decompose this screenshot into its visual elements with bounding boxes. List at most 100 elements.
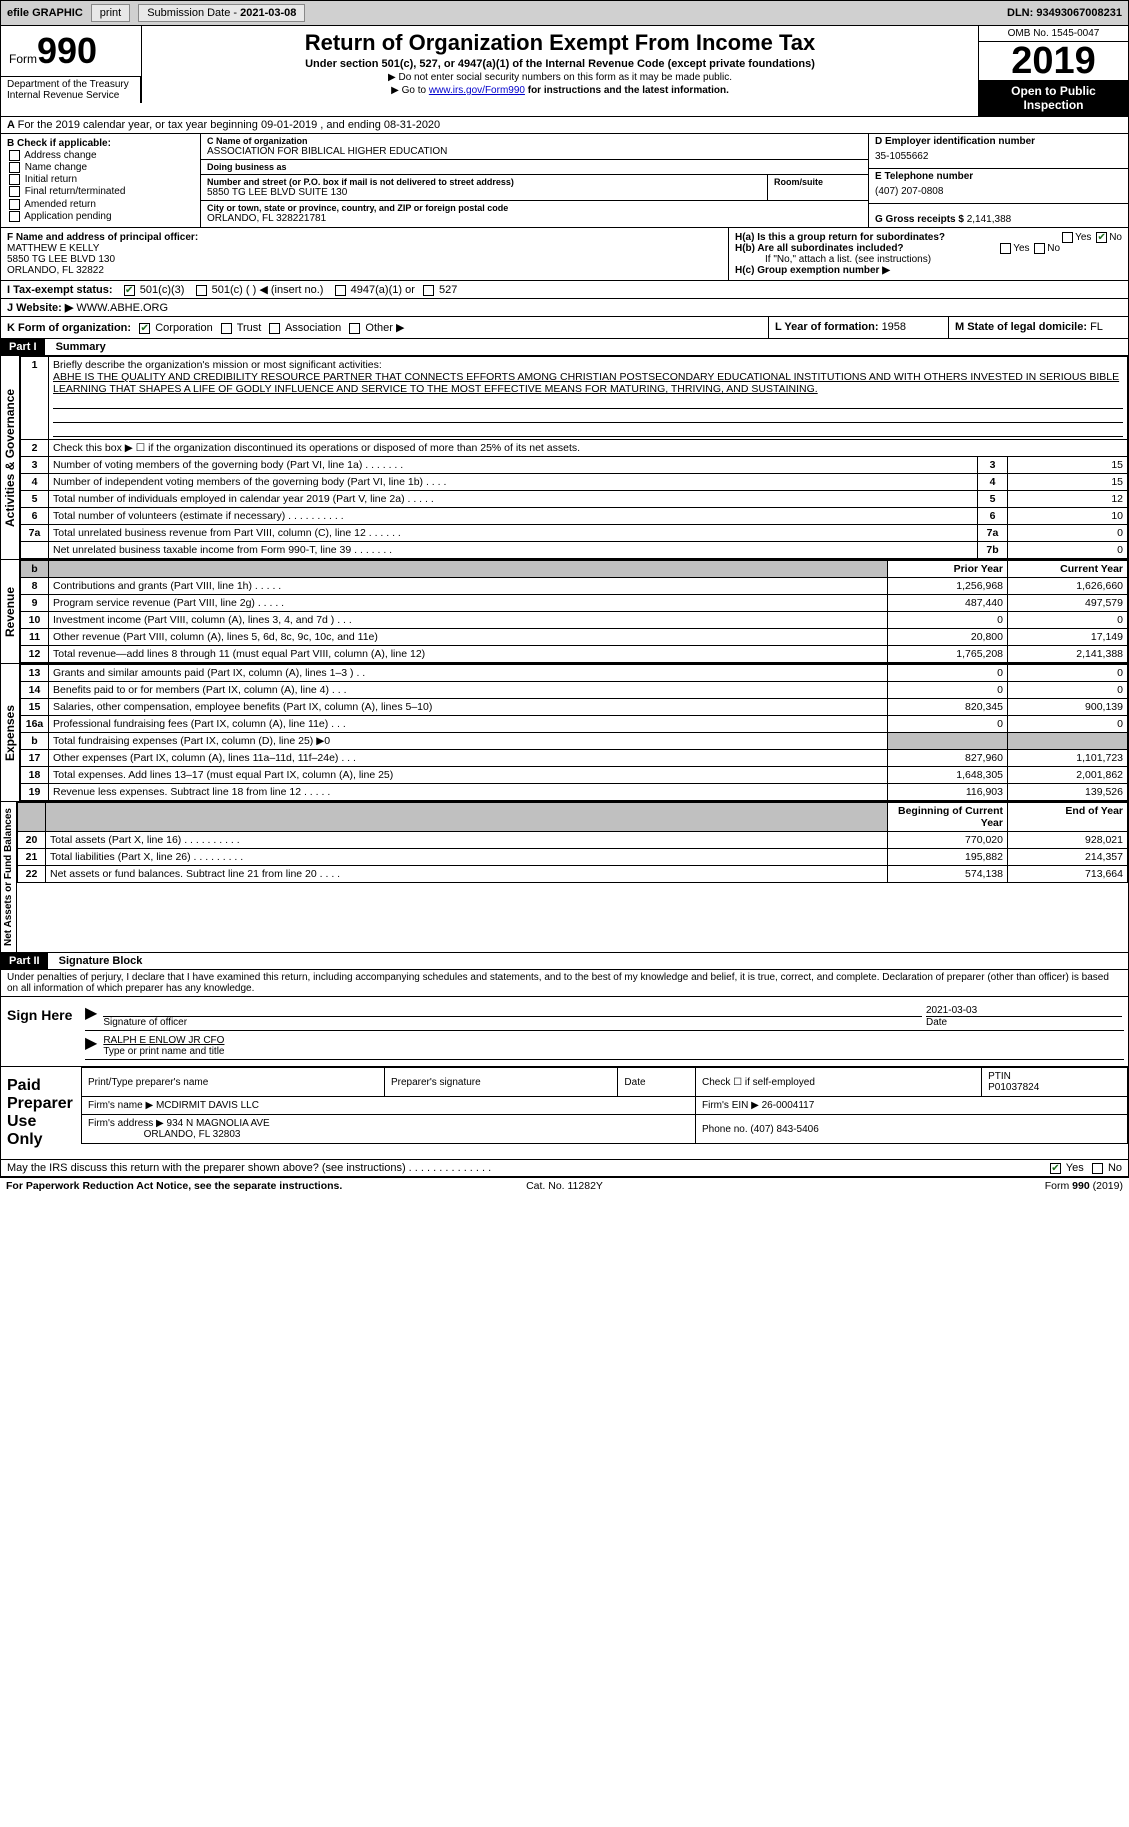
chk-discuss-no[interactable]	[1092, 1163, 1103, 1174]
state-domicile: FL	[1090, 321, 1103, 333]
expenses-section: Expenses 13Grants and similar amounts pa…	[0, 664, 1129, 802]
firm-phone: (407) 843-5406	[750, 1124, 818, 1135]
efile-label: efile GRAPHIC	[7, 7, 83, 19]
chk-527[interactable]	[423, 285, 434, 296]
line-i: I Tax-exempt status: 501(c)(3) 501(c) ( …	[0, 281, 1129, 299]
table-row: 17Other expenses (Part IX, column (A), l…	[21, 750, 1128, 767]
tax-year: 2019	[979, 42, 1128, 80]
chk-association[interactable]	[269, 323, 280, 334]
table-row: 18Total expenses. Add lines 13–17 (must …	[21, 767, 1128, 784]
year-formation: 1958	[882, 321, 906, 333]
form-number: Form990	[1, 26, 141, 76]
side-activities: Activities & Governance	[1, 356, 20, 559]
firm-ein: 26-0004117	[762, 1100, 815, 1111]
paid-preparer-label: Paid Preparer Use Only	[1, 1067, 81, 1159]
firm-name-label: Firm's name ▶	[88, 1100, 156, 1111]
hdr-prior: Prior Year	[888, 561, 1008, 578]
line-j: J Website: ▶ WWW.ABHE.ORG	[0, 299, 1129, 317]
expenses-table: 13Grants and similar amounts paid (Part …	[20, 664, 1128, 801]
type-name-label: Type or print name and title	[103, 1046, 1122, 1057]
form-subtitle: Under section 501(c), 527, or 4947(a)(1)…	[146, 58, 974, 70]
table-row: 10Investment income (Part VIII, column (…	[21, 612, 1128, 629]
chk-address-change[interactable]: Address change	[7, 150, 194, 161]
hdr-current: Current Year	[1008, 561, 1128, 578]
officer-addr2: ORLANDO, FL 32822	[7, 265, 722, 276]
part1-header: Part I Summary	[0, 339, 1129, 356]
footer-right: Form 990 (2019)	[751, 1180, 1123, 1192]
table-row: 15Salaries, other compensation, employee…	[21, 699, 1128, 716]
submission-date: Submission Date - 2021-03-08	[138, 4, 305, 22]
chk-501c3[interactable]	[124, 285, 135, 296]
form-note-2: ▶ Go to www.irs.gov/Form990 for instruct…	[146, 85, 974, 96]
city-value: ORLANDO, FL 328221781	[207, 213, 862, 224]
table-row: 20Total assets (Part X, line 16) . . . .…	[18, 832, 1128, 849]
mission-text: ABHE IS THE QUALITY AND CREDIBILITY RESO…	[53, 371, 1119, 395]
firm-addr-label: Firm's address ▶	[88, 1118, 167, 1129]
mission-label: Briefly describe the organization's miss…	[53, 359, 382, 371]
chk-final-return[interactable]: Final return/terminated	[7, 186, 194, 197]
chk-initial-return[interactable]: Initial return	[7, 174, 194, 185]
phone-value: (407) 207-0808	[875, 182, 1122, 201]
table-row: 4Number of independent voting members of…	[21, 474, 1128, 491]
footer-left: For Paperwork Reduction Act Notice, see …	[6, 1180, 378, 1192]
declaration: Under penalties of perjury, I declare th…	[0, 970, 1129, 997]
ptin-label: PTIN	[988, 1071, 1011, 1082]
hdr-end: End of Year	[1008, 803, 1128, 832]
page-footer: For Paperwork Reduction Act Notice, see …	[0, 1177, 1129, 1194]
chk-4947[interactable]	[335, 285, 346, 296]
ein-value: 35-1055662	[875, 147, 1122, 166]
box-b: B Check if applicable: Address change Na…	[1, 134, 201, 227]
revenue-table: bPrior YearCurrent Year 8Contributions a…	[20, 560, 1128, 663]
hc-label: H(c) Group exemption number ▶	[735, 265, 1122, 276]
box-c: C Name of organization ASSOCIATION FOR B…	[201, 134, 868, 227]
dept-treasury: Department of the Treasury Internal Reve…	[1, 76, 141, 103]
table-row: 13Grants and similar amounts paid (Part …	[21, 665, 1128, 682]
prep-sig-label: Preparer's signature	[384, 1068, 617, 1097]
table-row: 22Net assets or fund balances. Subtract …	[18, 866, 1128, 883]
chk-trust[interactable]	[221, 323, 232, 334]
ha-label: H(a) Is this a group return for subordin…	[735, 232, 945, 243]
irs-link[interactable]: www.irs.gov/Form990	[429, 85, 525, 96]
gross-label: G Gross receipts $	[875, 214, 967, 225]
form-header: Form990 Department of the Treasury Inter…	[0, 26, 1129, 117]
gross-value: 2,141,388	[967, 214, 1012, 225]
sig-date-value: 2021-03-03	[926, 1005, 1122, 1016]
sign-here-label: Sign Here	[1, 997, 81, 1066]
chk-discuss-yes[interactable]	[1050, 1163, 1061, 1174]
firm-phone-label: Phone no.	[702, 1124, 750, 1135]
sig-date-label: Date	[926, 1016, 1122, 1028]
table-row: 21Total liabilities (Part X, line 26) . …	[18, 849, 1128, 866]
line-2: Check this box ▶ ☐ if the organization d…	[49, 440, 1128, 457]
chk-corporation[interactable]	[139, 323, 150, 334]
print-button[interactable]: print	[91, 4, 130, 22]
chk-other[interactable]	[349, 323, 360, 334]
table-row: 14Benefits paid to or for members (Part …	[21, 682, 1128, 699]
ein-label: D Employer identification number	[875, 136, 1122, 147]
open-to-public: Open to Public Inspection	[979, 80, 1128, 116]
dln: DLN: 93493067008231	[1007, 7, 1122, 19]
chk-application-pending[interactable]: Application pending	[7, 211, 194, 222]
chk-501c[interactable]	[196, 285, 207, 296]
officer-name: MATTHEW E KELLY	[7, 243, 722, 254]
table-row: 9Program service revenue (Part VIII, lin…	[21, 595, 1128, 612]
org-name: ASSOCIATION FOR BIBLICAL HIGHER EDUCATIO…	[207, 146, 862, 157]
discuss-line: May the IRS discuss this return with the…	[0, 1160, 1129, 1177]
street-value: 5850 TG LEE BLVD SUITE 130	[207, 187, 761, 198]
chk-amended-return[interactable]: Amended return	[7, 199, 194, 210]
officer-addr1: 5850 TG LEE BLVD 130	[7, 254, 722, 265]
table-row: 3Number of voting members of the governi…	[21, 457, 1128, 474]
firm-ein-label: Firm's EIN ▶	[702, 1100, 762, 1111]
table-row: 12Total revenue—add lines 8 through 11 (…	[21, 646, 1128, 663]
hb-note: If "No," attach a list. (see instruction…	[735, 254, 1122, 265]
prep-date-label: Date	[618, 1068, 696, 1097]
phone-label: E Telephone number	[875, 171, 1122, 182]
netassets-table: Beginning of Current YearEnd of Year 20T…	[17, 802, 1128, 883]
side-netassets: Net Assets or Fund Balances	[1, 802, 17, 952]
firm-addr2: ORLANDO, FL 32803	[144, 1129, 241, 1140]
form-title: Return of Organization Exempt From Incom…	[146, 30, 974, 56]
table-row: 7aTotal unrelated business revenue from …	[21, 525, 1128, 542]
table-row: bTotal fundraising expenses (Part IX, co…	[21, 733, 1128, 750]
officer-typed-name: RALPH E ENLOW JR CFO	[103, 1035, 1122, 1046]
year-block: OMB No. 1545-0047 2019 Open to Public In…	[978, 26, 1128, 116]
chk-name-change[interactable]: Name change	[7, 162, 194, 173]
